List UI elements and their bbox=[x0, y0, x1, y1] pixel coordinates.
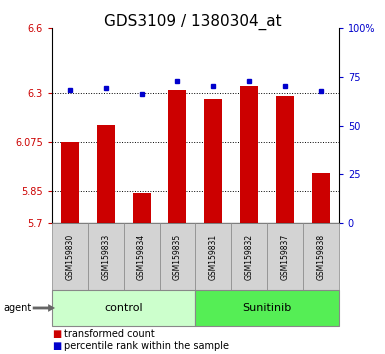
Text: GSM159835: GSM159835 bbox=[173, 234, 182, 280]
Text: transformed count: transformed count bbox=[64, 329, 154, 339]
Text: GSM159831: GSM159831 bbox=[209, 234, 218, 280]
Bar bbox=[276, 96, 294, 223]
Text: GSM159830: GSM159830 bbox=[65, 234, 74, 280]
Bar bbox=[240, 86, 258, 223]
Text: percentile rank within the sample: percentile rank within the sample bbox=[64, 341, 229, 350]
Bar bbox=[133, 193, 151, 223]
Text: Sunitinib: Sunitinib bbox=[243, 303, 292, 313]
Text: GSM159832: GSM159832 bbox=[244, 234, 254, 280]
Text: GDS3109 / 1380304_at: GDS3109 / 1380304_at bbox=[104, 14, 281, 30]
Text: ■: ■ bbox=[52, 341, 61, 350]
Bar bbox=[312, 173, 330, 223]
Text: GSM159838: GSM159838 bbox=[316, 234, 325, 280]
Text: GSM159834: GSM159834 bbox=[137, 234, 146, 280]
Text: GSM159837: GSM159837 bbox=[281, 234, 290, 280]
Text: control: control bbox=[104, 303, 143, 313]
Text: GSM159833: GSM159833 bbox=[101, 234, 110, 280]
Text: ■: ■ bbox=[52, 329, 61, 339]
Text: agent: agent bbox=[4, 303, 32, 313]
Bar bbox=[204, 99, 222, 223]
Bar bbox=[61, 142, 79, 223]
Bar bbox=[169, 90, 186, 223]
Bar bbox=[97, 125, 115, 223]
